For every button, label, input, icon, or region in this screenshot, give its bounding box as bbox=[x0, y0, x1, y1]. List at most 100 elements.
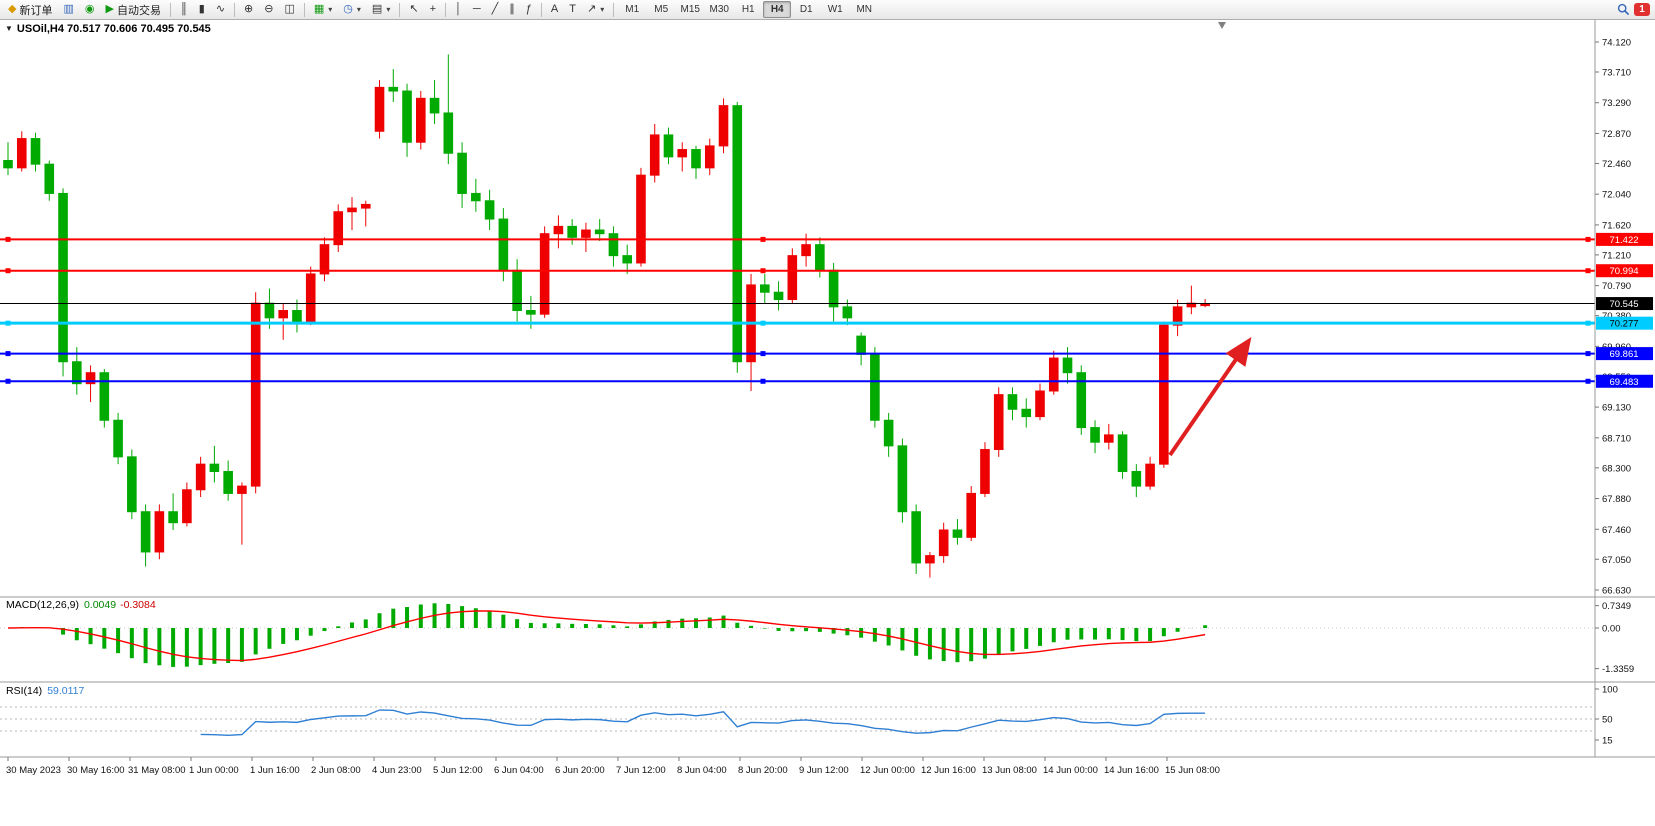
timeframe-m1[interactable]: M1 bbox=[625, 4, 640, 15]
rsi-pane: 100 50 15 bbox=[0, 685, 1618, 747]
timeframe-m15[interactable]: M15 bbox=[680, 4, 700, 15]
horizontal-line-button[interactable]: ─ bbox=[468, 0, 486, 19]
tile-windows-button[interactable]: ◫ bbox=[279, 0, 299, 19]
svg-text:71.620: 71.620 bbox=[1602, 220, 1631, 231]
svg-text:70.545: 70.545 bbox=[1609, 299, 1638, 310]
line-drag-handle[interactable] bbox=[1585, 378, 1591, 384]
fibonacci-button[interactable]: ƒ bbox=[521, 0, 537, 19]
auto-trading-play-icon: ▶ bbox=[105, 3, 114, 15]
channel-button[interactable]: ∥ bbox=[504, 0, 520, 19]
svg-text:4 Jun 23:00: 4 Jun 23:00 bbox=[372, 765, 422, 776]
fibonacci-icon: ƒ bbox=[525, 3, 532, 15]
trend-arrow-object[interactable] bbox=[1168, 337, 1252, 457]
svg-text:8 Jun 20:00: 8 Jun 20:00 bbox=[738, 765, 788, 776]
line-drag-handle[interactable] bbox=[5, 351, 11, 357]
svg-text:13 Jun 08:00: 13 Jun 08:00 bbox=[982, 765, 1037, 776]
svg-text:70.790: 70.790 bbox=[1602, 281, 1631, 292]
bar-chart-button[interactable]: ║ bbox=[175, 0, 193, 19]
line-drag-handle[interactable] bbox=[1585, 320, 1591, 326]
rsi-line bbox=[200, 709, 1206, 736]
cursor-icon: ↖ bbox=[409, 3, 419, 15]
new-order-button[interactable]: ◆ 新订单 bbox=[3, 0, 57, 19]
trendline-button[interactable]: ╱ bbox=[487, 0, 504, 19]
svg-text:70.994: 70.994 bbox=[1609, 266, 1638, 277]
price-tag: 70.994 bbox=[1596, 264, 1653, 278]
svg-text:12 Jun 16:00: 12 Jun 16:00 bbox=[921, 765, 976, 776]
price-tag: 70.277 bbox=[1596, 316, 1653, 330]
chart-canvas[interactable]: 74.120 73.710 73.290 72.870 72.460 72.040 71.6… bbox=[0, 19, 1655, 826]
chart-profile-button[interactable]: ▥ bbox=[58, 0, 78, 19]
horizontal-line[interactable] bbox=[0, 378, 1595, 384]
timeframe-h1[interactable]: H1 bbox=[741, 4, 755, 15]
horizontal-line[interactable] bbox=[0, 236, 1595, 242]
svg-text:69.483: 69.483 bbox=[1609, 377, 1638, 388]
svg-text:67.050: 67.050 bbox=[1602, 555, 1631, 566]
notification-badge[interactable]: 1 bbox=[1634, 3, 1650, 16]
horizontal-line-icon: ─ bbox=[472, 3, 481, 15]
zoom-out-icon: ⊖ bbox=[264, 3, 274, 15]
new-chart-button[interactable]: ▦ ▾ bbox=[309, 0, 337, 19]
svg-text:71.210: 71.210 bbox=[1602, 250, 1631, 261]
label-tool-button[interactable]: T bbox=[564, 0, 581, 19]
chart-shift-marker[interactable] bbox=[1218, 22, 1226, 29]
line-drag-handle[interactable] bbox=[760, 236, 766, 242]
svg-text:6 Jun 20:00: 6 Jun 20:00 bbox=[555, 765, 605, 776]
search-icon[interactable] bbox=[1617, 3, 1630, 16]
macd-signal-line bbox=[7, 610, 1206, 662]
svg-text:15: 15 bbox=[1602, 736, 1613, 747]
timeframe-h4[interactable]: H4 bbox=[763, 1, 792, 18]
zoom-out-button[interactable]: ⊖ bbox=[259, 0, 278, 19]
template-button[interactable]: ▤ ▾ bbox=[367, 0, 395, 19]
line-drag-handle[interactable] bbox=[1585, 236, 1591, 242]
line-drag-handle[interactable] bbox=[1585, 351, 1591, 357]
cursor-button[interactable]: ↖ bbox=[404, 0, 423, 19]
line-drag-handle[interactable] bbox=[760, 378, 766, 384]
crosshair-icon: + bbox=[429, 3, 436, 15]
period-button[interactable]: ◷ ▾ bbox=[338, 0, 366, 19]
chevron-down-icon: ▾ bbox=[600, 5, 605, 14]
toolbar-separator bbox=[234, 2, 236, 17]
svg-text:73.290: 73.290 bbox=[1602, 98, 1631, 109]
svg-text:74.120: 74.120 bbox=[1602, 38, 1631, 49]
line-drag-handle[interactable] bbox=[5, 236, 11, 242]
horizontal-line[interactable] bbox=[0, 268, 1595, 274]
toolbar-separator bbox=[445, 2, 446, 17]
horizontal-line[interactable] bbox=[0, 320, 1595, 326]
svg-text:67.460: 67.460 bbox=[1602, 525, 1631, 536]
svg-text:72.040: 72.040 bbox=[1602, 190, 1631, 201]
time-axis[interactable]: 30 May 2023 30 May 16:00 31 May 08:00 1 Jun… bbox=[6, 757, 1220, 776]
svg-text:9 Jun 12:00: 9 Jun 12:00 bbox=[799, 765, 849, 776]
toolbar-separator bbox=[399, 2, 401, 17]
price-tag: 70.545 bbox=[1596, 297, 1653, 311]
template-icon: ▤ bbox=[371, 3, 383, 15]
line-drag-handle[interactable] bbox=[5, 268, 11, 274]
crosshair-button[interactable]: + bbox=[425, 0, 441, 19]
toolbar-separator bbox=[540, 2, 542, 17]
text-tool-button[interactable]: A bbox=[546, 0, 563, 19]
timeframe-mn[interactable]: MN bbox=[856, 4, 873, 15]
line-drag-handle[interactable] bbox=[1585, 268, 1591, 274]
svg-text:30 May 16:00: 30 May 16:00 bbox=[67, 765, 125, 776]
timeframe-w1[interactable]: W1 bbox=[827, 4, 843, 15]
zoom-in-button[interactable]: ⊕ bbox=[239, 0, 258, 19]
svg-text:50: 50 bbox=[1602, 715, 1613, 726]
timeframe-d1[interactable]: D1 bbox=[799, 4, 813, 15]
svg-text:6 Jun 04:00: 6 Jun 04:00 bbox=[494, 765, 544, 776]
line-chart-button[interactable]: ∿ bbox=[211, 0, 230, 19]
timeframe-m30[interactable]: M30 bbox=[709, 4, 729, 15]
line-drag-handle[interactable] bbox=[5, 378, 11, 384]
candlestick-chart-button[interactable]: ▮ bbox=[194, 0, 210, 19]
one-click-trading-toggle[interactable]: ▼ bbox=[5, 24, 13, 33]
line-drag-handle[interactable] bbox=[760, 268, 766, 274]
horizontal-line[interactable] bbox=[0, 351, 1595, 357]
timeframe-m5[interactable]: M5 bbox=[654, 4, 669, 15]
line-drag-handle[interactable] bbox=[760, 351, 766, 357]
vertical-line-button[interactable]: │ bbox=[450, 0, 467, 19]
auto-trading-button[interactable]: ▶ 自动交易 bbox=[100, 0, 165, 19]
arrows-tool-button[interactable]: ↗ ▾ bbox=[582, 0, 609, 19]
line-chart-icon: ∿ bbox=[215, 3, 226, 15]
line-drag-handle[interactable] bbox=[5, 320, 11, 326]
community-button[interactable]: ◉ bbox=[80, 0, 100, 19]
svg-text:69.130: 69.130 bbox=[1602, 403, 1631, 414]
line-drag-handle[interactable] bbox=[760, 320, 766, 326]
